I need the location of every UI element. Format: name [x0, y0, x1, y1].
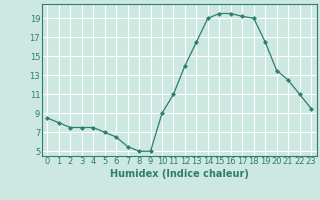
- X-axis label: Humidex (Indice chaleur): Humidex (Indice chaleur): [110, 169, 249, 179]
